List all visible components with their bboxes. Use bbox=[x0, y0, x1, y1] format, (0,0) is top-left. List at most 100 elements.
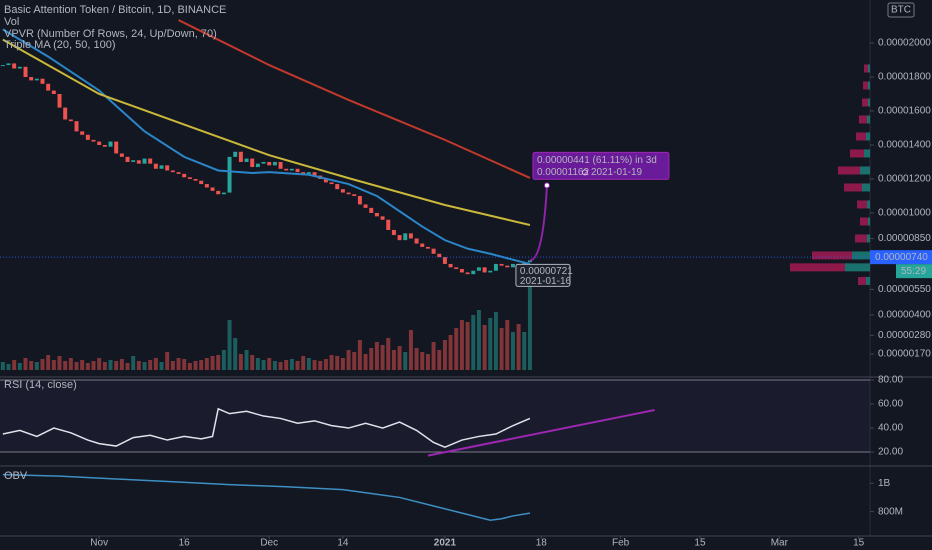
currency-label: BTC bbox=[891, 5, 911, 16]
volume-bar bbox=[403, 352, 408, 370]
candle bbox=[363, 204, 368, 208]
candle bbox=[505, 265, 510, 268]
volume-bar bbox=[182, 359, 187, 370]
projection-end-date: 2021-01-19 bbox=[591, 167, 643, 178]
volume-bar bbox=[74, 362, 79, 370]
vpvr-up bbox=[867, 234, 870, 243]
volume-bar bbox=[17, 363, 22, 370]
candle bbox=[352, 194, 357, 196]
volume-bar bbox=[227, 320, 232, 370]
candle bbox=[340, 189, 345, 193]
volume-bar bbox=[369, 348, 374, 370]
volume-bar bbox=[312, 360, 317, 370]
vpvr-up bbox=[868, 64, 870, 73]
volume-bar bbox=[278, 362, 283, 370]
volume-bar bbox=[527, 270, 532, 370]
x-tick-label: 15 bbox=[694, 538, 706, 549]
countdown-box bbox=[896, 264, 932, 279]
candle bbox=[6, 63, 11, 66]
volume-bar bbox=[301, 356, 306, 370]
volume-bar bbox=[414, 348, 419, 370]
candle bbox=[148, 158, 153, 164]
candle bbox=[408, 233, 413, 239]
volume-bar bbox=[335, 356, 340, 370]
volume-bar bbox=[148, 360, 153, 370]
vpvr-down bbox=[860, 217, 868, 226]
volume-bar bbox=[40, 359, 45, 370]
vpvr-down bbox=[855, 234, 867, 243]
volume-bar bbox=[176, 358, 181, 370]
volume-bar bbox=[289, 359, 294, 370]
volume-bar bbox=[159, 362, 164, 370]
candle bbox=[221, 192, 226, 195]
indicator-label: Triple MA (20, 50, 100) bbox=[4, 39, 115, 51]
last-price-box bbox=[870, 250, 932, 265]
y-tick-label: 0.00001800 bbox=[878, 72, 931, 83]
vpvr-down bbox=[862, 98, 868, 107]
y-tick-label: 60.00 bbox=[878, 399, 903, 410]
vpvr-down bbox=[857, 200, 867, 209]
y-tick-label: 0.00000850 bbox=[878, 233, 931, 244]
volume-bar bbox=[391, 350, 396, 370]
volume-bar bbox=[63, 361, 68, 370]
volume-bar bbox=[23, 358, 28, 370]
volume-bar bbox=[125, 363, 130, 370]
candle bbox=[369, 207, 374, 213]
volume-bar bbox=[199, 360, 204, 370]
candle bbox=[284, 168, 289, 171]
projection-start-price: 0.00000721 bbox=[520, 266, 573, 277]
candle bbox=[323, 178, 328, 183]
vpvr-down bbox=[844, 183, 862, 192]
candle bbox=[40, 78, 45, 84]
y-tick-label: 40.00 bbox=[878, 423, 903, 434]
vpvr-down bbox=[856, 132, 866, 141]
volume-bar bbox=[516, 324, 521, 370]
candle bbox=[301, 172, 306, 174]
candle bbox=[131, 160, 136, 162]
volume-bar bbox=[233, 338, 238, 370]
candle bbox=[414, 238, 419, 244]
y-tick-label: 0.00001200 bbox=[878, 174, 931, 185]
indicator-label: OBV bbox=[4, 470, 28, 482]
projection-start-date: 2021-01-16 bbox=[520, 276, 572, 287]
vpvr-down bbox=[838, 166, 860, 175]
candle bbox=[437, 253, 442, 258]
vpvr-up bbox=[868, 217, 870, 226]
candle bbox=[63, 107, 68, 120]
volume-bar bbox=[97, 358, 102, 370]
vpvr-up bbox=[860, 166, 870, 175]
volume-bar bbox=[380, 345, 385, 370]
candle bbox=[272, 161, 277, 166]
volume-bar bbox=[170, 361, 175, 370]
candle bbox=[187, 177, 192, 179]
y-tick-label: 0.00001000 bbox=[878, 208, 931, 219]
candle bbox=[306, 172, 311, 174]
candle bbox=[488, 270, 493, 273]
candle bbox=[182, 173, 187, 178]
volume-bar bbox=[425, 354, 430, 370]
volume-bar bbox=[0, 362, 5, 370]
vpvr-up bbox=[862, 183, 870, 192]
candle bbox=[448, 263, 453, 268]
volume-bar bbox=[68, 358, 73, 370]
last-price-label: 0.00000740 bbox=[875, 252, 928, 263]
candle bbox=[17, 66, 22, 69]
candle bbox=[244, 158, 249, 162]
indicator-label: Vol bbox=[4, 16, 19, 28]
y-tick-label: 0.00000400 bbox=[878, 310, 931, 321]
moving-average bbox=[2, 38, 531, 226]
x-tick-label: 14 bbox=[337, 538, 349, 549]
volume-bar bbox=[459, 320, 464, 370]
indicator-line bbox=[2, 407, 531, 449]
moving-average bbox=[178, 19, 531, 179]
volume-bar bbox=[448, 335, 453, 370]
candle bbox=[493, 263, 498, 271]
trendline bbox=[427, 409, 655, 457]
volume-bar bbox=[136, 361, 141, 370]
x-tick-label: 16 bbox=[179, 538, 191, 549]
candle bbox=[312, 172, 317, 176]
indicator-line bbox=[2, 473, 531, 521]
candle bbox=[114, 141, 119, 154]
volume-bar bbox=[329, 355, 334, 370]
candle bbox=[68, 119, 73, 122]
